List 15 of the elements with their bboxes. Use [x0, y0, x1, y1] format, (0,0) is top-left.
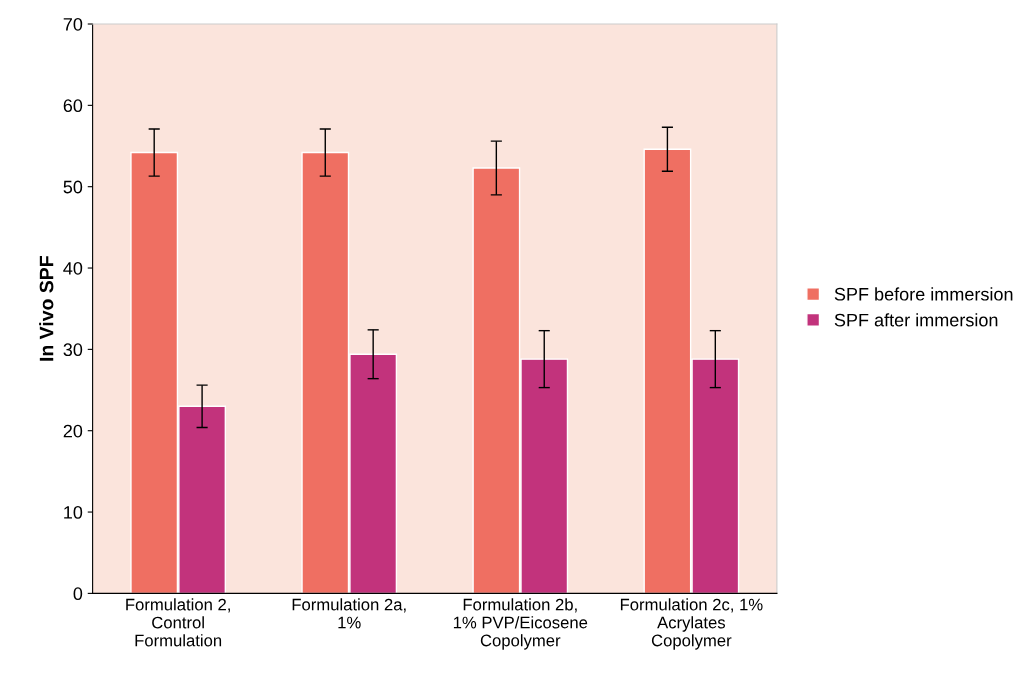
x-tick-label: Formulation 2a, 1% — [292, 598, 406, 629]
x-tick-label: Formulation 2, Control Formulation — [126, 598, 230, 647]
y-tick-label: 60 — [63, 99, 83, 113]
y-tick-label: 20 — [63, 424, 83, 438]
x-tick-label: Formulation 2c, 1% Acrylates Copolymer — [620, 598, 763, 650]
x-tick-label: Formulation 2b, 1% PVP/Eicosene Copolymer — [453, 598, 588, 650]
legend-label: SPF after immersion — [834, 313, 998, 327]
y-axis-title: In Vivo SPF — [39, 256, 54, 361]
y-tick-label: 10 — [64, 505, 83, 519]
legend-label: SPF before immersion — [834, 287, 1013, 301]
y-tick-label: 40 — [63, 261, 83, 275]
y-tick-label: 0 — [73, 587, 83, 601]
y-tick-label: 50 — [63, 180, 83, 194]
y-tick-label: 70 — [63, 17, 83, 31]
y-tick-label: 30 — [63, 343, 83, 357]
